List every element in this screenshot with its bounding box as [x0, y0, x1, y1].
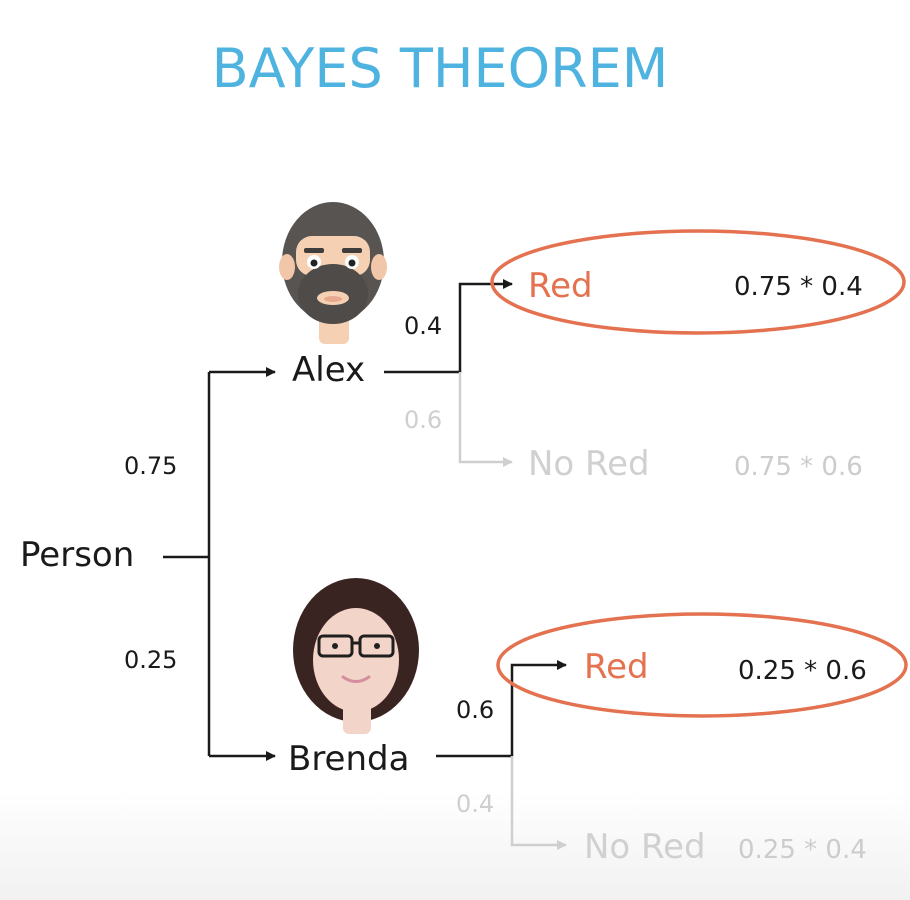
person-brenda: Brenda	[288, 739, 409, 779]
prob-alex: 0.75	[124, 452, 177, 480]
root-label: Person	[20, 535, 134, 575]
edge-alex-no-red	[458, 372, 513, 467]
man-avatar-icon	[279, 202, 387, 344]
product-alex-no-red: 0.75 * 0.6	[734, 452, 863, 482]
edge-brenda-red	[436, 660, 567, 758]
product-brenda-no-red: 0.25 * 0.4	[738, 835, 867, 865]
alex-red-highlight	[490, 229, 906, 335]
edge-brenda-no-red	[510, 756, 567, 850]
outcome-alex-no-red: No Red	[528, 444, 650, 484]
prob-brenda-red: 0.6	[456, 696, 494, 724]
edge-alex-red	[384, 279, 513, 374]
product-alex-red: 0.75 * 0.4	[734, 272, 863, 302]
outcome-alex-red: Red	[528, 266, 593, 306]
prob-brenda: 0.25	[124, 646, 177, 674]
prob-brenda-no-red: 0.4	[456, 790, 494, 818]
page-title: BAYES THEOREM	[212, 37, 669, 100]
woman-avatar-icon	[293, 578, 419, 734]
brenda-red-highlight	[496, 612, 908, 718]
product-brenda-red: 0.25 * 0.6	[738, 656, 867, 686]
prob-alex-no-red: 0.6	[404, 406, 442, 434]
person-alex: Alex	[292, 350, 365, 390]
outcome-brenda-red: Red	[584, 647, 649, 687]
outcome-brenda-no-red: No Red	[584, 827, 706, 867]
prob-alex-red: 0.4	[404, 312, 442, 340]
